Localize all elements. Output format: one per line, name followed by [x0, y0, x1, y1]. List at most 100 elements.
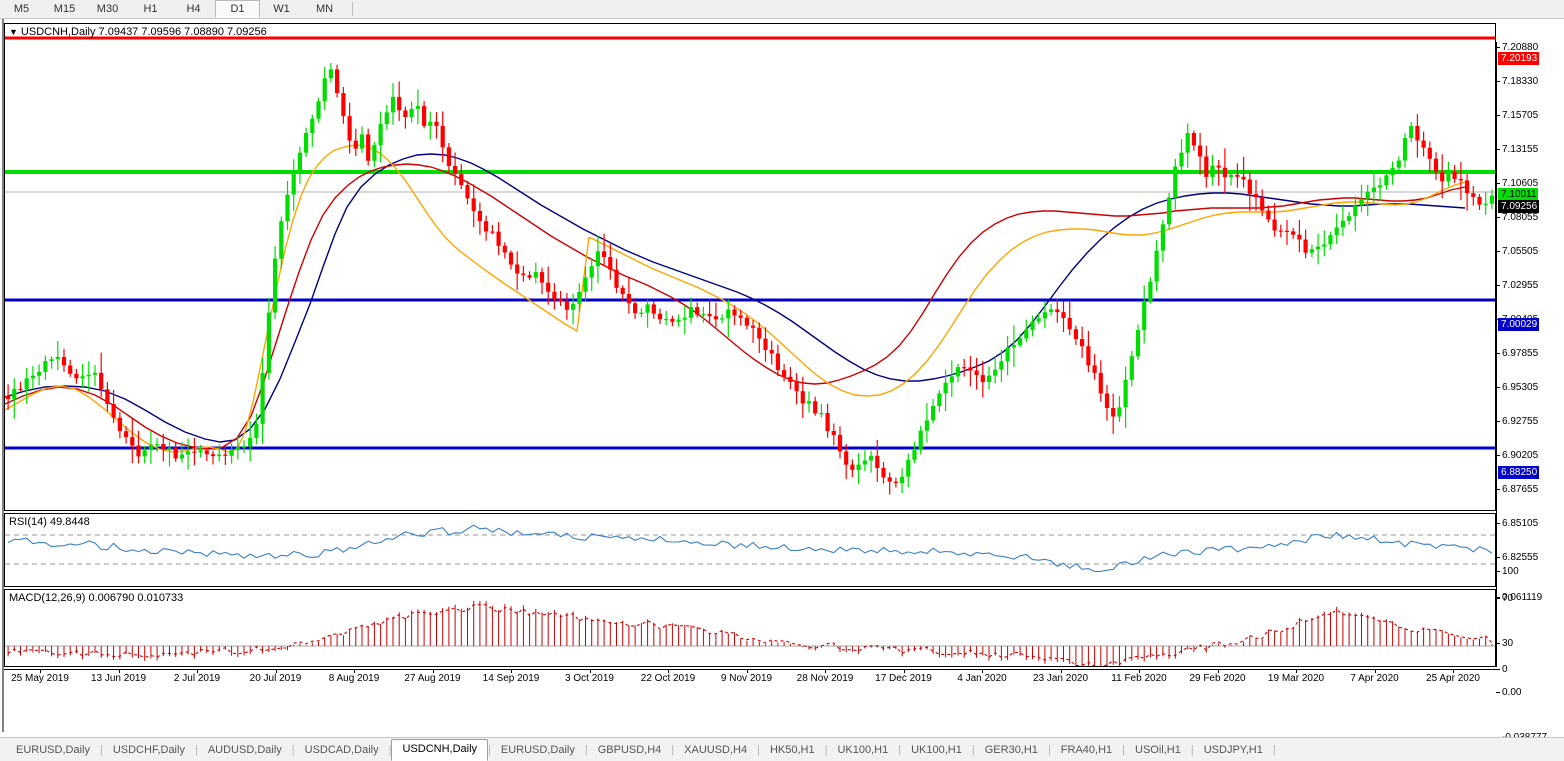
date-tick	[589, 669, 591, 673]
rsi-tick: 100	[1496, 566, 1519, 577]
rsi-pane-title: RSI(14) 49.8448	[9, 516, 90, 528]
date-tick	[511, 669, 512, 673]
date-label: 11 Feb 2020	[1111, 673, 1167, 684]
timeframe-d1[interactable]: D1	[215, 0, 260, 18]
date-label: 8 Aug 2019	[328, 673, 380, 684]
price-pane[interactable]: ▼ USDCNH,Daily 7.09437 7.09596 7.08890 7.…	[4, 23, 1496, 511]
date-label: 20 Jul 2019	[249, 673, 302, 684]
price-tick: 6.92755	[1496, 416, 1538, 427]
date-axis[interactable]: 25 May 2019 13 Jun 2019 2 Jul 2019 20 Jul 2…	[4, 669, 1496, 691]
price-tick: 6.90205	[1496, 450, 1538, 461]
date-label: 7 Apr 2020	[1350, 673, 1399, 684]
price-pane-title: ▼ USDCNH,Daily 7.09437 7.09596 7.08890 7.…	[9, 26, 267, 38]
symbol-tab-fra40-h1[interactable]: FRA40,H1	[1060, 744, 1113, 756]
macd-pane[interactable]: MACD(12,26,9) 0.006790 0.010733	[4, 589, 1496, 667]
date-label: 3 Oct 2019	[565, 673, 614, 684]
macd-tick: 0.00	[1496, 687, 1521, 698]
timeframe-m5[interactable]: M5	[13, 3, 30, 15]
date-tick	[1060, 669, 1062, 673]
price-scale[interactable]: 7.20880 7.18330 7.15705 7.13155 7.10605 7.080…	[1496, 42, 1564, 743]
macd-tick: 0.061119	[1496, 592, 1542, 603]
timeframe-mn[interactable]: MN	[315, 3, 334, 15]
date-tick	[432, 669, 434, 673]
date-label: 4 Jan 2020	[957, 673, 1007, 684]
date-label: 9 Nov 2019	[720, 673, 773, 684]
tab-divider: |	[388, 744, 392, 756]
macd-pane-title: MACD(12,26,9) 0.006790 0.010733	[9, 592, 184, 604]
date-tick	[1453, 669, 1454, 673]
price-tick: 6.82555	[1496, 552, 1538, 563]
date-label: 17 Dec 2019	[875, 673, 932, 684]
symbol-tab-audusd-daily[interactable]: AUDUSD,Daily	[207, 744, 282, 756]
date-tick	[197, 669, 198, 673]
symbol-tab-eurusd-daily[interactable]: EURUSD,Daily	[16, 744, 90, 756]
symbol-tab-bar[interactable]: EURUSD,Daily | USDCHF,Daily | AUDUSD,Daily | U…	[0, 737, 1564, 761]
price-tick: 7.10605	[1496, 178, 1538, 189]
macd-plot	[5, 600, 1495, 666]
symbol-tab-uk100-h1[interactable]: UK100,H1	[837, 744, 889, 756]
date-tick	[354, 669, 355, 673]
date-label: 22 Oct 2019	[640, 673, 696, 684]
price-tick: 7.15705	[1496, 110, 1538, 121]
symbol-tab-usdcnh-daily[interactable]: USDCNH,Daily	[391, 739, 489, 761]
timeframe-h1[interactable]: H1	[143, 3, 158, 15]
tab-divider: |	[99, 744, 103, 756]
collapse-arrow-icon[interactable]: ▼	[9, 27, 18, 37]
symbol-tab-eurusd-daily[interactable]: EURUSD,Daily	[500, 744, 575, 756]
tab-divider: |	[1190, 744, 1194, 756]
price-tick: 6.85105	[1496, 518, 1538, 529]
timeframe-toolbar: M5 M15 M30 H1 H4 D1 W1 MN	[0, 0, 1564, 19]
price-badge: 7.09256	[1498, 200, 1540, 213]
date-tick	[1296, 669, 1297, 673]
date-tick	[1374, 669, 1376, 673]
tab-divider: |	[584, 744, 588, 756]
tab-divider: |	[194, 744, 198, 756]
timeframe-w1[interactable]: W1	[273, 3, 290, 15]
symbol-tab-gbpusd-h4[interactable]: GBPUSD,H4	[597, 744, 662, 756]
date-tick	[825, 669, 826, 673]
price-tick: 6.95305	[1496, 382, 1538, 393]
tab-divider: |	[757, 744, 760, 756]
macd-histogram	[7, 600, 1493, 666]
date-label: 14 Sep 2019	[482, 673, 540, 684]
symbol-tab-ger30-h1[interactable]: GER30,H1	[984, 744, 1038, 756]
symbol-tab-usdcad-daily[interactable]: USDCAD,Daily	[304, 744, 379, 756]
timeframe-m30[interactable]: M30	[96, 3, 119, 15]
rsi-pane[interactable]: RSI(14) 49.8448	[4, 513, 1496, 587]
rsi-tick: 0	[1496, 664, 1508, 675]
symbol-tab-usoil-h1[interactable]: USOil,H1	[1135, 744, 1181, 756]
date-label: 23 Jan 2020	[1032, 673, 1089, 684]
price-tick: 6.87655	[1496, 484, 1538, 495]
tab-divider: |	[971, 744, 975, 756]
date-label: 27 Aug 2019	[404, 673, 461, 684]
timeframe-m15[interactable]: M15	[53, 3, 76, 15]
tab-divider: |	[824, 744, 828, 756]
price-plot	[5, 36, 1495, 495]
price-tick: 7.05505	[1496, 246, 1538, 257]
date-tick	[668, 669, 669, 673]
date-label: 2 Jul 2019	[173, 673, 221, 684]
price-tick: 6.97855	[1496, 348, 1538, 359]
chart-area[interactable]: ▼ USDCNH,Daily 7.09437 7.09596 7.08890 7.…	[0, 19, 1564, 743]
price-tick: 7.08055	[1496, 212, 1538, 223]
symbol-tab-uk100-h1[interactable]: UK100,H1	[911, 744, 962, 756]
date-tick	[1217, 669, 1219, 673]
tab-divider: |	[671, 744, 675, 756]
symbol-tab-hk50-h1[interactable]: HK50,H1	[769, 744, 815, 756]
date-tick	[903, 669, 905, 673]
symbol-tab-usdjpy-h1[interactable]: USDJPY,H1	[1203, 744, 1263, 756]
chart-title-text: USDCNH,Daily 7.09437 7.09596 7.08890 7.0…	[20, 26, 267, 38]
date-label: 25 Apr 2020	[1426, 673, 1480, 684]
price-tick: 7.13155	[1496, 144, 1538, 155]
tab-divider: |	[1047, 744, 1051, 756]
symbol-tab-usdchf-daily[interactable]: USDCHF,Daily	[112, 744, 185, 756]
tab-divider: |	[488, 744, 491, 756]
timeframe-h4[interactable]: H4	[186, 3, 201, 15]
price-tick: 7.18330	[1496, 76, 1538, 87]
price-badge: 6.88250	[1498, 466, 1540, 479]
date-label: 29 Feb 2020	[1189, 673, 1246, 684]
scale-axis-line	[1496, 42, 1497, 667]
tab-divider: |	[1122, 744, 1126, 756]
symbol-tab-xauusd-h4[interactable]: XAUUSD,H4	[684, 744, 748, 756]
